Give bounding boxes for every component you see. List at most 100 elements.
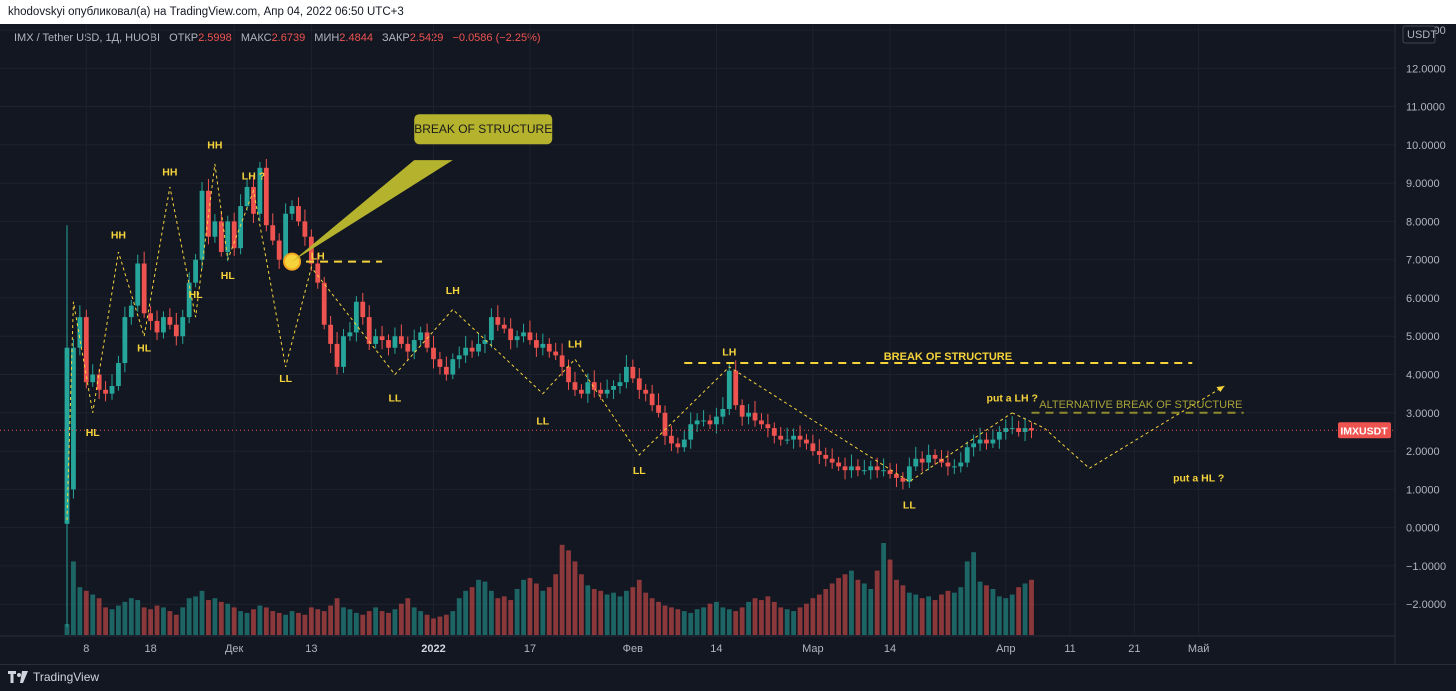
swing-label: HH <box>207 140 222 152</box>
candle-body <box>906 466 912 482</box>
volume-bar <box>328 605 334 635</box>
swing-label: LH <box>722 346 736 358</box>
candle-body <box>328 324 334 344</box>
volume-bar <box>559 544 565 635</box>
candle-body <box>463 347 469 356</box>
candle-body <box>193 259 198 283</box>
volume-bar <box>681 611 687 635</box>
candle-body <box>347 332 353 337</box>
candle-body <box>694 420 700 425</box>
candle-body <box>302 221 308 237</box>
volume-bar <box>527 577 533 635</box>
candle-body <box>604 389 610 394</box>
price-tick-label: 11.0000 <box>1406 102 1445 114</box>
time-tick-label: 17 <box>524 643 536 655</box>
candle-body <box>276 240 282 260</box>
candle-body <box>418 332 424 341</box>
candle-body <box>894 474 899 478</box>
candle-body <box>186 282 192 318</box>
break-line-label: BREAK OF STRUCTURE <box>884 351 1012 363</box>
volume-bar <box>984 585 989 635</box>
volume-bar <box>894 579 899 635</box>
candle-body <box>360 301 366 318</box>
candle-body <box>720 408 726 417</box>
volume-bar <box>791 611 796 635</box>
volume-bar <box>836 577 841 635</box>
candle-body <box>443 366 449 375</box>
candle-body <box>77 317 83 348</box>
candle-body <box>598 389 604 394</box>
candle-body <box>64 347 70 524</box>
volume-bar <box>488 590 494 635</box>
time-tick-label: 14 <box>710 643 722 655</box>
candle-body <box>585 382 591 394</box>
candle-body <box>173 324 179 337</box>
volume-bar <box>270 611 276 635</box>
volume-bar <box>617 596 623 635</box>
callout-text: BREAK OF STRUCTURE <box>414 122 552 136</box>
volume-bar <box>141 607 147 635</box>
candle-body <box>624 366 629 383</box>
volume-bar <box>514 589 520 635</box>
volume-bar <box>122 601 128 635</box>
candle-body <box>771 428 777 436</box>
candle-body <box>784 439 790 441</box>
candle-body <box>469 347 475 352</box>
volume-bar <box>116 605 121 635</box>
volume-bar <box>469 587 475 635</box>
swing-label: put a LH ? <box>987 392 1038 404</box>
price-tick-label: 5.0000 <box>1406 331 1440 343</box>
volume-bar <box>810 598 816 635</box>
volume-bar <box>238 611 244 635</box>
volume-bar <box>347 609 353 635</box>
footer-brand-label: TradingView <box>33 670 100 684</box>
volume-bar <box>476 579 481 635</box>
open-label: ОТКР <box>169 32 199 44</box>
candle-body <box>990 439 996 444</box>
candle-body <box>251 186 256 214</box>
candle-body <box>649 393 655 406</box>
candle-body <box>675 443 681 448</box>
candle-body <box>681 439 687 448</box>
price-chart[interactable]: 13.000012.000011.000010.00009.00008.0000… <box>0 24 1456 664</box>
candle-body <box>263 167 269 226</box>
volume-bar <box>881 543 887 635</box>
candle-body <box>424 332 430 348</box>
volume-bar <box>926 596 932 635</box>
volume-bar <box>193 596 198 635</box>
candle-body <box>816 451 822 455</box>
projection-line <box>1011 385 1225 469</box>
candle-body <box>257 167 263 214</box>
volume-bar <box>656 601 661 635</box>
candle-body <box>521 332 526 337</box>
candle-body <box>874 466 880 471</box>
candle-body <box>951 466 957 468</box>
volume-bar <box>373 607 379 635</box>
volume-bar <box>360 614 366 635</box>
candle-body <box>804 439 809 444</box>
candle-body <box>958 462 964 467</box>
volume-bar <box>591 589 597 635</box>
candle-body <box>514 336 520 341</box>
volume-bar <box>913 594 919 635</box>
volume-bar <box>804 603 809 635</box>
tradingview-brand[interactable]: TradingView <box>8 670 99 684</box>
swing-label: put a HL ? <box>1173 473 1224 485</box>
volume-bar <box>533 583 539 635</box>
current-price-label: IMXUSDT <box>1340 425 1388 437</box>
volume-bar <box>148 609 153 635</box>
candle-body <box>971 443 977 448</box>
time-tick-label: Мар <box>802 643 824 655</box>
volume-bar <box>167 611 173 635</box>
candle-body <box>707 420 713 425</box>
volume-bar <box>990 589 996 635</box>
candle-body <box>212 221 218 237</box>
volume-bar <box>353 612 359 635</box>
volume-bar <box>405 598 411 635</box>
swing-label: LH <box>446 285 460 297</box>
candle-body <box>566 366 571 383</box>
price-tick-label: 0.0000 <box>1406 523 1440 535</box>
candle-body <box>1016 428 1022 432</box>
price-tick-label: 7.0000 <box>1406 255 1440 267</box>
volume-bar <box>919 598 925 635</box>
